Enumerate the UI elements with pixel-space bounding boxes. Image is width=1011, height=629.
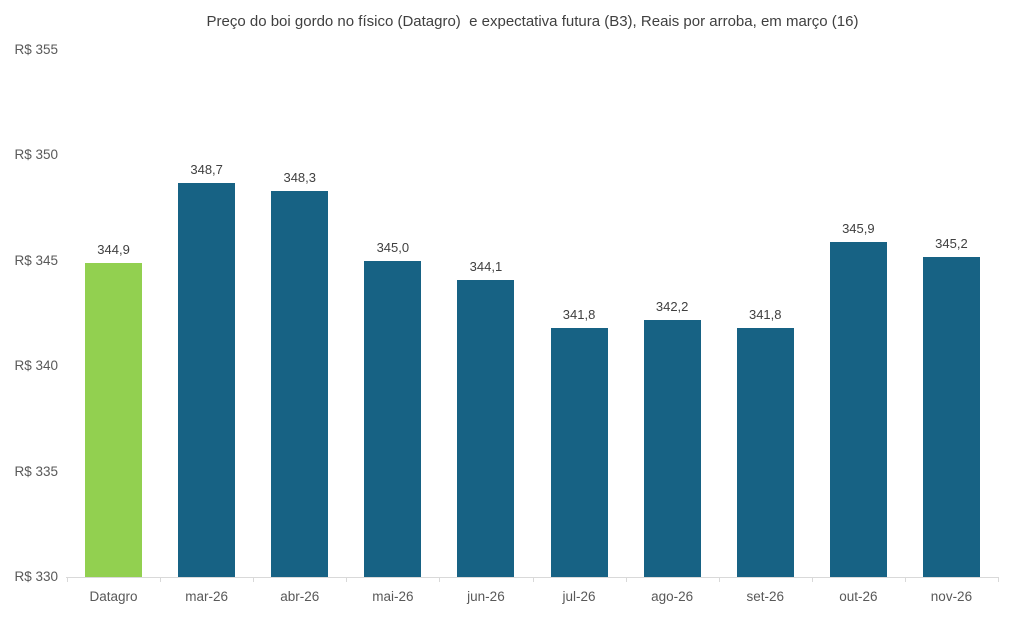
bar-value-label: 345,2 [935,235,968,251]
y-tick-label: R$ 350 [14,147,58,163]
bar-value-label: 348,3 [283,170,317,186]
bar-value-label: 341,8 [748,307,782,323]
x-tick-label: set-26 [746,589,785,604]
bar [271,191,329,577]
x-axis-tick [346,577,348,582]
bar-value-label: 344,1 [469,258,503,274]
x-axis-tick [904,577,906,582]
x-tick-label: abr-26 [280,589,320,604]
bar [922,256,980,577]
x-axis-tick [625,577,627,582]
x-tick-label: out-26 [839,589,878,604]
bar [85,262,143,577]
bar [457,279,515,577]
x-axis-tick [811,577,813,582]
x-axis-tick [439,577,441,582]
y-tick-label: R$ 355 [14,42,58,57]
y-tick-label: R$ 345 [14,252,58,268]
bar-value-label: 345,0 [376,239,410,255]
y-tick-label: R$ 330 [14,569,58,584]
bar-value-label: 341,8 [562,307,596,323]
x-axis-tick [532,577,534,582]
x-tick-label: jun-26 [467,589,505,604]
x-axis-tick [718,577,720,582]
bar-value-label: 344,9 [97,241,130,257]
x-tick-label: mar-26 [185,589,229,604]
x-axis-tick [253,577,255,582]
bar [550,328,608,577]
x-axis-tick [67,577,68,582]
bar-value-label: 345,9 [842,220,875,236]
bar [364,260,422,577]
x-tick-label: nov-26 [930,589,973,604]
x-tick-label: mai-26 [372,589,414,604]
bar [643,319,701,577]
bar-value-label: 342,2 [655,298,689,314]
x-axis-tick [160,577,162,582]
bar-value-label: 348,7 [190,161,223,177]
chart-title: Preço do boi gordo no físico (Datagro) e… [206,13,859,30]
x-axis-tick [998,577,999,582]
x-tick-label: Datagro [89,589,138,604]
bar [178,182,236,577]
bar [736,328,794,577]
y-tick-label: R$ 340 [14,358,58,374]
y-tick-label: R$ 335 [14,463,58,479]
x-tick-label: jul-26 [562,589,596,604]
x-tick-label: ago-26 [651,589,694,604]
bar [829,241,887,577]
